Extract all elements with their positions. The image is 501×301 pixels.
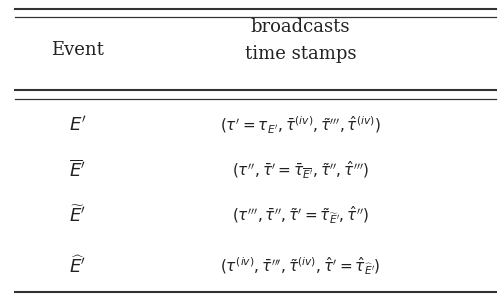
Text: $E'$: $E'$	[69, 115, 87, 135]
Text: $(\tau'', \bar{\tau}' = \bar{\tau}_{\overline{E}'}, \tilde{\tau}'', \hat{\tau}^{: $(\tau'', \bar{\tau}' = \bar{\tau}_{\ove…	[232, 160, 369, 181]
Text: $\overline{E}'$: $\overline{E}'$	[69, 160, 86, 181]
Text: $(\tau' = \tau_{E'}, \bar{\tau}^{(iv)}, \tilde{\tau}^{\prime\prime\prime}, \hat{: $(\tau' = \tau_{E'}, \bar{\tau}^{(iv)}, …	[220, 114, 381, 135]
Text: broadcasts: broadcasts	[251, 18, 350, 36]
Text: time stamps: time stamps	[245, 45, 356, 63]
Text: $(\tau^{(iv)}, \bar{\tau}^{\prime\prime\prime}, \tilde{\tau}^{(iv)}, \hat{\tau}': $(\tau^{(iv)}, \bar{\tau}^{\prime\prime\…	[220, 256, 381, 277]
Text: $(\tau^{\prime\prime\prime}, \bar{\tau}'', \tilde{\tau}' = \tilde{\tau}_{\wideti: $(\tau^{\prime\prime\prime}, \bar{\tau}'…	[232, 205, 369, 226]
Text: $\widetilde{E}'$: $\widetilde{E}'$	[69, 205, 86, 226]
Text: $\widehat{E}'$: $\widehat{E}'$	[69, 256, 86, 277]
Text: Event: Event	[51, 41, 104, 59]
